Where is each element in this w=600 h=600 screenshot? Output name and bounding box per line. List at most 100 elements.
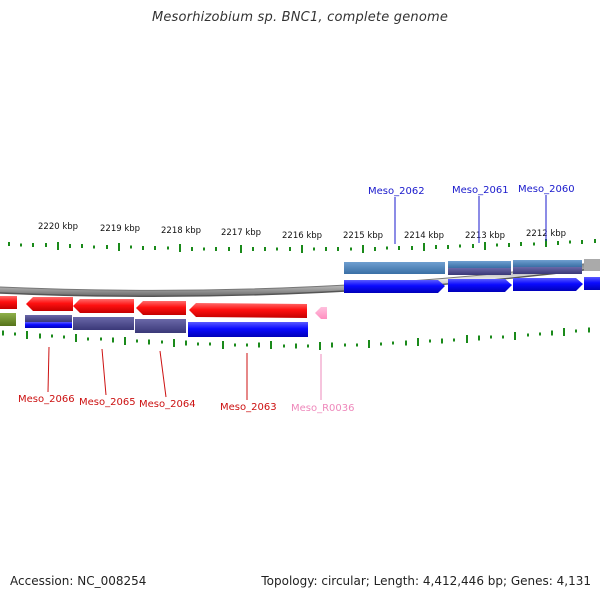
cog-bar-next bbox=[584, 259, 600, 271]
gc-tick bbox=[197, 342, 199, 346]
gene-meso-2062[interactable] bbox=[344, 280, 445, 293]
cog-bar-meso-2067 bbox=[0, 313, 16, 326]
gc-tick bbox=[14, 332, 16, 336]
gc-tick bbox=[252, 247, 254, 251]
gene-label-meso-2063[interactable]: Meso_2063 bbox=[220, 402, 277, 413]
gc-tick bbox=[179, 244, 181, 252]
gc-tick bbox=[362, 245, 364, 253]
gc-tick bbox=[264, 247, 266, 251]
gc-tick bbox=[100, 337, 102, 341]
gc-tick bbox=[459, 244, 461, 248]
gc-tick bbox=[337, 247, 339, 251]
gene-label-meso-r0036[interactable]: Meso_R0036 bbox=[291, 403, 355, 414]
gc-tick bbox=[466, 335, 468, 343]
scale-label: 2217 kbp bbox=[221, 228, 261, 238]
gc-tick bbox=[142, 246, 144, 250]
gene-meso-2060[interactable] bbox=[513, 278, 583, 291]
gc-tick bbox=[441, 338, 443, 344]
leader-line bbox=[47, 346, 50, 393]
gc-tick bbox=[368, 340, 370, 348]
gc-tick bbox=[209, 342, 211, 346]
cds-track-forward bbox=[344, 277, 600, 293]
gc-tick bbox=[581, 240, 583, 244]
gc-tick bbox=[295, 343, 297, 349]
gc-tick bbox=[392, 341, 394, 345]
gc-tick bbox=[283, 344, 285, 348]
gene-meso-2067[interactable] bbox=[0, 296, 17, 309]
gc-tick bbox=[167, 246, 169, 250]
gc-tick bbox=[222, 341, 224, 349]
gc-tick bbox=[203, 247, 205, 251]
gc-tick bbox=[173, 339, 175, 347]
gc-tick bbox=[374, 247, 376, 251]
gc-tick bbox=[502, 335, 504, 339]
gc-tick bbox=[435, 245, 437, 249]
gc-tick bbox=[575, 329, 577, 333]
leader-line bbox=[159, 350, 167, 398]
rna-meso-r0036[interactable] bbox=[315, 307, 327, 319]
scale-label: 2220 kbp bbox=[38, 222, 78, 232]
accession-label: Accession: NC_008254 bbox=[10, 574, 147, 588]
gc-tick bbox=[63, 335, 65, 339]
gene-next-forward[interactable] bbox=[584, 277, 600, 290]
gc-tick bbox=[32, 243, 34, 247]
gc-tick bbox=[325, 247, 327, 251]
cog-bar-meso-2065 bbox=[73, 317, 134, 330]
gc-tick bbox=[417, 338, 419, 346]
gc-tick bbox=[191, 247, 193, 251]
gc-tick bbox=[453, 338, 455, 342]
cog-bar-meso-2066-blue bbox=[25, 322, 72, 328]
gene-meso-2063[interactable] bbox=[189, 303, 307, 318]
cog-bar-meso-2066-slate bbox=[25, 315, 72, 322]
gc-tick bbox=[429, 339, 431, 343]
gc-tick bbox=[398, 246, 400, 250]
gene-label-meso-2062[interactable]: Meso_2062 bbox=[368, 186, 425, 197]
gc-tick bbox=[161, 340, 163, 344]
cds-track-reverse bbox=[0, 296, 327, 319]
gene-meso-2065[interactable] bbox=[73, 299, 134, 313]
gc-tick bbox=[539, 332, 541, 336]
gc-tick bbox=[533, 242, 535, 246]
gc-tick bbox=[356, 343, 358, 347]
gc-tick bbox=[472, 244, 474, 248]
gc-tick bbox=[118, 243, 120, 251]
gc-tick bbox=[447, 245, 449, 249]
gene-label-meso-2064[interactable]: Meso_2064 bbox=[139, 399, 196, 410]
gene-label-meso-2066[interactable]: Meso_2066 bbox=[18, 394, 75, 405]
gene-meso-2066[interactable] bbox=[26, 297, 73, 311]
gc-tick bbox=[130, 245, 132, 249]
gc-tick bbox=[45, 243, 47, 247]
scale-label: 2214 kbp bbox=[404, 231, 444, 241]
gene-meso-2064[interactable] bbox=[136, 301, 186, 315]
bottom-gene-labels: Meso_2066 Meso_2065 Meso_2064 Meso_2063 … bbox=[18, 346, 355, 414]
gc-tick bbox=[490, 335, 492, 339]
gc-tick bbox=[551, 330, 553, 336]
gc-tick bbox=[246, 343, 248, 347]
gc-tick bbox=[276, 247, 278, 251]
gc-tick bbox=[301, 245, 303, 253]
gc-tick bbox=[228, 247, 230, 251]
top-gene-labels: Meso_2062 Meso_2061 Meso_2060 bbox=[368, 184, 575, 244]
cog-bar-meso-2061-steel bbox=[448, 261, 511, 268]
gc-tick bbox=[496, 243, 498, 247]
cog-bar-meso-2062 bbox=[344, 262, 445, 274]
gc-tick bbox=[331, 342, 333, 348]
gc-tick bbox=[350, 247, 352, 251]
gc-tick bbox=[423, 243, 425, 251]
gene-label-meso-2060[interactable]: Meso_2060 bbox=[518, 184, 575, 195]
cog-track-reverse bbox=[0, 313, 308, 337]
gc-tick bbox=[51, 334, 53, 338]
gc-tick bbox=[520, 242, 522, 246]
gc-tick bbox=[270, 341, 272, 349]
gc-tick bbox=[8, 242, 10, 246]
gc-tick bbox=[39, 333, 41, 339]
gc-tick bbox=[69, 244, 71, 248]
gene-label-meso-2065[interactable]: Meso_2065 bbox=[79, 397, 136, 408]
scale-label: 2213 kbp bbox=[465, 231, 505, 241]
gene-meso-2061[interactable] bbox=[448, 279, 512, 292]
gene-label-meso-2061[interactable]: Meso_2061 bbox=[452, 185, 509, 196]
gc-tick bbox=[514, 332, 516, 340]
gc-tick bbox=[112, 337, 114, 343]
